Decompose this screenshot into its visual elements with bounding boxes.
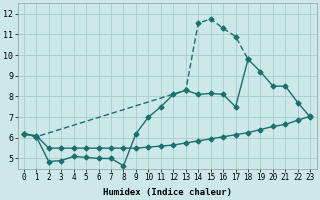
X-axis label: Humidex (Indice chaleur): Humidex (Indice chaleur) bbox=[103, 188, 232, 197]
